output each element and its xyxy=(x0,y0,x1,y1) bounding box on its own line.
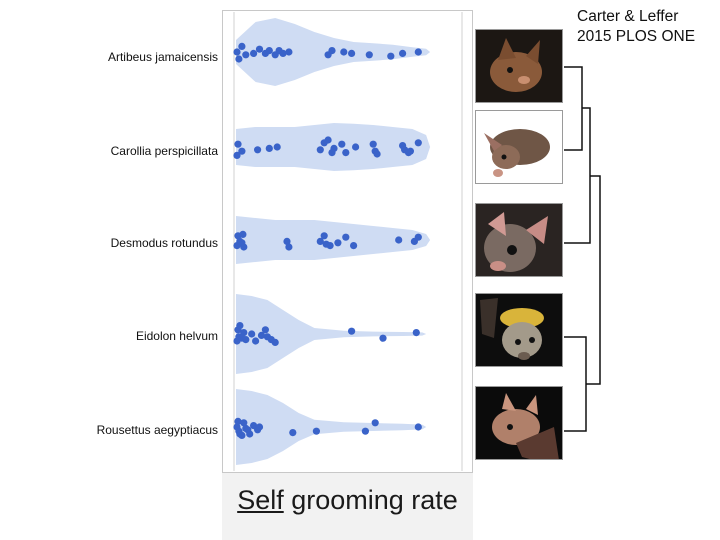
data-point-1-3 xyxy=(254,146,262,154)
data-point-1-1 xyxy=(234,140,242,148)
data-point-2-5 xyxy=(240,243,248,251)
data-point-1-5 xyxy=(273,143,281,151)
citation-journal: 2015 PLOS ONE xyxy=(577,28,696,45)
data-point-0-10 xyxy=(279,49,287,58)
species-label-0: Artibeus jamaicensis xyxy=(107,50,218,64)
data-point-3-6 xyxy=(242,336,250,344)
data-point-4-1 xyxy=(234,417,242,425)
bat-photo-icon xyxy=(476,294,562,366)
bat-photo-rousettus xyxy=(475,386,563,460)
dendrogram-branch-desmodus xyxy=(564,107,591,244)
phylogeny-dendrogram xyxy=(564,66,601,432)
data-point-0-7 xyxy=(265,47,273,55)
data-point-4-12 xyxy=(289,429,297,437)
violin-2 xyxy=(236,216,431,264)
data-point-0-3 xyxy=(242,51,250,59)
species-label-4: Rousettus aegyptiacus xyxy=(96,423,218,437)
data-point-3-14 xyxy=(348,327,356,335)
data-point-1-21 xyxy=(414,139,422,147)
bat-photo-icon xyxy=(476,30,562,102)
data-point-3-9 xyxy=(257,331,266,339)
bat-photo-desmodus xyxy=(475,203,563,277)
data-point-0-18 xyxy=(399,49,407,58)
data-point-3-3 xyxy=(236,322,244,330)
data-point-1-14 xyxy=(369,140,377,148)
data-point-2-7 xyxy=(285,243,293,251)
data-point-3-7 xyxy=(248,330,256,338)
data-point-2-4 xyxy=(239,230,247,238)
data-point-1-8 xyxy=(324,136,332,144)
data-point-3-5 xyxy=(240,329,248,337)
data-point-1-20 xyxy=(406,147,414,155)
data-point-3-15 xyxy=(379,334,387,342)
data-point-4-5 xyxy=(240,419,248,427)
bat-photo-icon xyxy=(476,111,562,183)
data-point-2-8 xyxy=(316,237,324,245)
data-point-0-4 xyxy=(250,49,258,58)
data-point-1-10 xyxy=(330,144,338,152)
data-point-1-6 xyxy=(316,146,324,154)
data-point-2-17 xyxy=(414,233,422,241)
data-point-4-15 xyxy=(371,419,379,427)
data-point-1-0 xyxy=(233,151,241,159)
data-point-1-16 xyxy=(373,150,381,158)
data-point-1-11 xyxy=(338,140,346,148)
data-point-0-16 xyxy=(365,51,373,59)
x-axis-label: Self grooming rate xyxy=(222,484,473,516)
data-point-2-12 xyxy=(334,239,342,247)
x-axis-label-underlined: Self xyxy=(237,485,284,515)
data-point-3-10 xyxy=(261,326,269,334)
data-point-1-4 xyxy=(265,144,273,152)
bat-photo-artibeus xyxy=(475,29,563,103)
data-point-2-9 xyxy=(320,232,328,240)
data-point-0-19 xyxy=(414,48,422,56)
data-point-0-0 xyxy=(233,48,241,56)
species-label-1: Carollia perspicillata xyxy=(110,144,218,158)
violin-4 xyxy=(236,389,427,465)
dendrogram-branch-eidolon-rousettus xyxy=(564,336,587,432)
data-point-2-15 xyxy=(395,236,403,244)
citation: Carter & Leffer 2015 PLOS ONE xyxy=(577,7,695,47)
data-point-4-16 xyxy=(414,423,422,431)
data-point-4-11 xyxy=(255,423,264,431)
bat-photo-carollia xyxy=(475,110,563,184)
species-label-2: Desmodus rotundus xyxy=(110,236,218,250)
dendrogram-root xyxy=(586,175,601,385)
data-point-1-2 xyxy=(238,147,246,155)
data-point-1-13 xyxy=(352,143,360,151)
species-label-3: Eidolon helvum xyxy=(135,329,218,343)
data-point-4-14 xyxy=(361,427,369,435)
data-point-3-16 xyxy=(412,329,420,337)
data-point-4-4 xyxy=(238,431,246,439)
data-point-0-13 xyxy=(328,47,336,55)
data-point-3-13 xyxy=(271,338,279,346)
bat-photo-icon xyxy=(476,204,562,276)
citation-authors: Carter & Leffer xyxy=(577,8,679,25)
bat-photo-eidolon xyxy=(475,293,563,367)
x-axis-label-rest: grooming rate xyxy=(283,485,458,515)
data-point-1-12 xyxy=(342,149,350,157)
data-point-0-14 xyxy=(340,48,348,56)
data-point-0-5 xyxy=(255,45,264,53)
data-point-4-8 xyxy=(246,430,254,438)
data-point-2-13 xyxy=(342,233,350,241)
data-point-0-1 xyxy=(235,55,243,63)
data-point-4-13 xyxy=(312,427,320,435)
data-point-2-14 xyxy=(350,242,358,250)
data-point-2-6 xyxy=(283,237,291,245)
data-point-3-8 xyxy=(252,337,260,345)
data-point-0-17 xyxy=(387,52,395,60)
data-point-2-11 xyxy=(326,242,334,250)
dendrogram-branch-artibeus-carollia xyxy=(564,66,583,151)
violin-3 xyxy=(236,294,427,374)
data-point-0-2 xyxy=(238,42,246,51)
data-point-0-15 xyxy=(348,49,356,58)
data-point-0-11 xyxy=(285,48,293,56)
bat-photo-icon xyxy=(476,387,562,459)
